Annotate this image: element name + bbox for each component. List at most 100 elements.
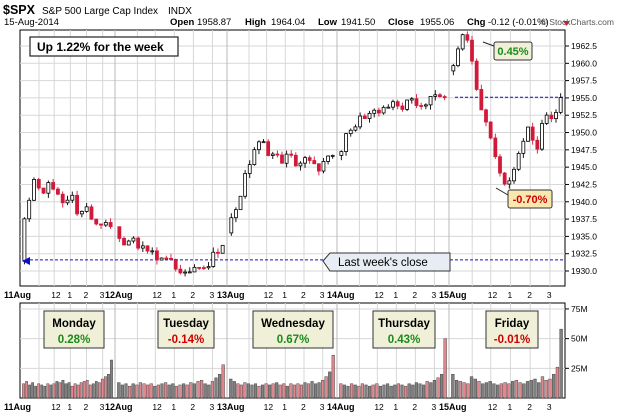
- candle-body: [400, 105, 405, 110]
- candle-body: [438, 94, 442, 97]
- day-name: Friday: [495, 318, 530, 330]
- candle-body: [372, 109, 377, 114]
- hour-label: 3: [209, 290, 214, 300]
- candle-up: [183, 269, 187, 277]
- candle-body: [136, 237, 141, 249]
- volume-bar: [70, 385, 74, 399]
- candle-up: [79, 210, 84, 218]
- candle-body: [405, 99, 409, 110]
- candle-down: [275, 150, 280, 158]
- volume-bar: [185, 384, 189, 399]
- volume-bar: [378, 385, 382, 399]
- candle-body: [65, 199, 70, 204]
- volume-bar: [278, 384, 282, 399]
- candle-up: [358, 112, 363, 130]
- volume-bar: [488, 381, 492, 399]
- candle-body: [433, 94, 438, 97]
- candle-up: [284, 150, 289, 168]
- volume-bar: [507, 383, 511, 399]
- candle-body: [187, 271, 192, 274]
- price-tick-label: 1932.5: [571, 249, 597, 259]
- volume-bar: [429, 382, 433, 399]
- candle-down: [465, 31, 470, 43]
- hour-label: 1: [67, 290, 72, 300]
- volume-bar: [432, 379, 436, 399]
- day-summary-box: [372, 310, 436, 349]
- candle-body: [183, 271, 187, 274]
- volume-bar: [196, 381, 200, 399]
- candle-up: [321, 157, 326, 174]
- volume-bar: [518, 382, 522, 399]
- volume-bar: [440, 374, 444, 399]
- volume-bar: [275, 382, 279, 399]
- candle-body: [261, 141, 266, 144]
- candle-body: [442, 96, 447, 98]
- candle-down: [89, 204, 94, 220]
- candle-body: [507, 180, 512, 185]
- volume-bar: [386, 383, 390, 399]
- price-tick-label: 1957.5: [571, 76, 597, 86]
- candle-up: [270, 151, 275, 159]
- candle-up: [372, 108, 377, 118]
- high-label: High: [245, 17, 266, 28]
- volume-bar: [484, 382, 489, 399]
- volume-bar: [473, 378, 477, 399]
- candle-body: [326, 155, 330, 162]
- hour-label: 2: [190, 402, 195, 412]
- candle-down: [293, 152, 298, 167]
- volume-bar: [346, 385, 350, 399]
- candle-body: [298, 162, 303, 167]
- volume-bar: [289, 383, 293, 399]
- candle-down: [216, 248, 220, 258]
- volume-bar: [264, 383, 268, 399]
- candle-body: [94, 218, 99, 225]
- candle-down: [122, 236, 126, 246]
- candle-body: [192, 266, 197, 273]
- candle-up: [460, 33, 465, 51]
- day-name: Monday: [52, 318, 96, 330]
- candle-body: [526, 126, 530, 142]
- candle-body: [535, 139, 540, 150]
- last-week-close-label: Last week's close: [338, 257, 428, 269]
- volume-bar: [25, 381, 28, 399]
- volume-bar: [160, 383, 164, 399]
- candle-up: [84, 202, 89, 213]
- volume-bar: [82, 381, 86, 399]
- candle-body: [293, 154, 298, 167]
- hour-label: 3: [547, 402, 552, 412]
- volume-bar: [243, 382, 247, 399]
- volume-bar: [142, 383, 146, 399]
- candle-body: [234, 209, 238, 219]
- candle-body: [558, 97, 563, 113]
- candle-body: [229, 217, 234, 234]
- candle-up: [159, 257, 164, 261]
- candle-body: [41, 187, 46, 194]
- candle-up: [507, 177, 512, 189]
- candle-body: [122, 238, 126, 246]
- volume-bar: [368, 385, 372, 399]
- candle-body: [377, 109, 381, 114]
- candle-down: [75, 190, 80, 217]
- price-tick-label: 1935.0: [571, 231, 597, 241]
- volume-bar: [292, 384, 296, 399]
- day-change: 0.28%: [58, 334, 91, 346]
- volume-bar: [34, 385, 38, 399]
- hour-label: 2: [301, 290, 306, 300]
- day-summary-tuesday: Tuesday -0.14%: [157, 310, 215, 349]
- hour-label: 2: [301, 402, 306, 412]
- candle-body: [70, 194, 75, 201]
- volume-bar: [548, 378, 552, 399]
- volume-bar: [178, 384, 182, 399]
- candle-down: [136, 236, 141, 251]
- volume-bar: [203, 383, 207, 399]
- volume-bar: [324, 376, 328, 399]
- volume-bar: [382, 384, 386, 399]
- volume-bar: [128, 385, 132, 399]
- volume-bar: [271, 383, 275, 399]
- hour-label: 3: [320, 290, 325, 300]
- volume-bar: [156, 384, 160, 399]
- volume-bar: [97, 382, 101, 399]
- hour-label: 12: [488, 402, 498, 412]
- day-summary-wednesday: Wednesday 0.67%: [252, 310, 334, 349]
